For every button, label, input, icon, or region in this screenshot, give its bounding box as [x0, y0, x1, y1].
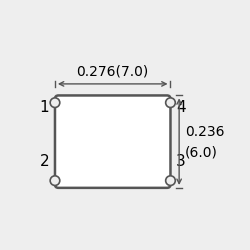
Text: 2: 2 [40, 154, 49, 169]
Circle shape [50, 98, 60, 108]
Circle shape [166, 98, 175, 108]
Circle shape [50, 176, 60, 186]
Text: 0.236: 0.236 [185, 125, 224, 139]
Text: 4: 4 [176, 100, 186, 116]
Text: 3: 3 [176, 154, 186, 169]
FancyBboxPatch shape [55, 96, 170, 188]
Text: 0.276(7.0): 0.276(7.0) [76, 64, 149, 78]
Circle shape [166, 176, 175, 186]
Text: 1: 1 [40, 100, 49, 116]
Text: (6.0): (6.0) [185, 145, 218, 159]
